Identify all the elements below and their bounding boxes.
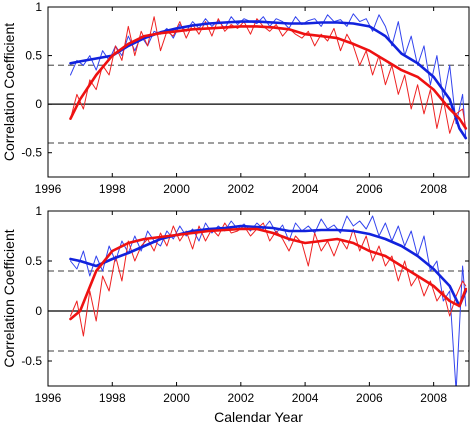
x-tick-label: 1998 <box>99 182 126 196</box>
plot-frame <box>47 210 470 387</box>
y-axis-label: Correlation Coefficient <box>1 229 17 367</box>
x-tick-label: 1996 <box>35 182 62 196</box>
y-tick-label: 0.5 <box>25 49 42 63</box>
x-tick-label: 1996 <box>35 391 62 405</box>
raw-series-line-1 <box>70 16 467 134</box>
y-axis-label: Correlation Coefficient <box>1 23 17 161</box>
smoothed-series-line-2 <box>69 224 468 308</box>
y-tick-label: 1 <box>35 0 42 14</box>
x-tick-label: 2000 <box>163 182 190 196</box>
x-tick-label: 2002 <box>227 391 254 405</box>
y-tick-label: -0.5 <box>21 146 42 160</box>
top-correlation-panel: 1996 1998 2000 2002 2004 2006 2008 -0.5 0 0.5 1 Cor… <box>1 0 470 196</box>
x-tick-label: 2000 <box>163 391 190 405</box>
raw-series-line-1 <box>70 222 467 337</box>
y-tick-label: 1 <box>35 204 42 218</box>
x-tick-label: 1998 <box>99 391 126 405</box>
x-axis-label: Calendar Year <box>214 409 303 425</box>
x-tick-label: 2006 <box>356 391 383 405</box>
x-tick-label: 2008 <box>420 391 447 405</box>
x-tick-label: 2002 <box>227 182 254 196</box>
y-tick-label: -0.5 <box>21 354 42 368</box>
smoothed-series-line-2 <box>69 20 468 140</box>
x-tick-label: 2008 <box>420 182 447 196</box>
x-tick-label: 2004 <box>292 182 319 196</box>
plot-frame <box>47 6 470 178</box>
y-tick-label: 0.5 <box>25 254 42 268</box>
smoothed-series-line-3 <box>69 25 468 130</box>
y-tick-label: 0 <box>35 97 42 111</box>
x-tick-label: 2004 <box>292 391 319 405</box>
bottom-correlation-panel: 1996 1998 2000 2002 2004 2006 2008 -0.5 0 0.5 1 Cor… <box>1 204 470 425</box>
x-tick-label: 2006 <box>356 182 383 196</box>
smoothed-series-line-3 <box>69 227 468 321</box>
y-tick-label: 0 <box>35 304 42 318</box>
